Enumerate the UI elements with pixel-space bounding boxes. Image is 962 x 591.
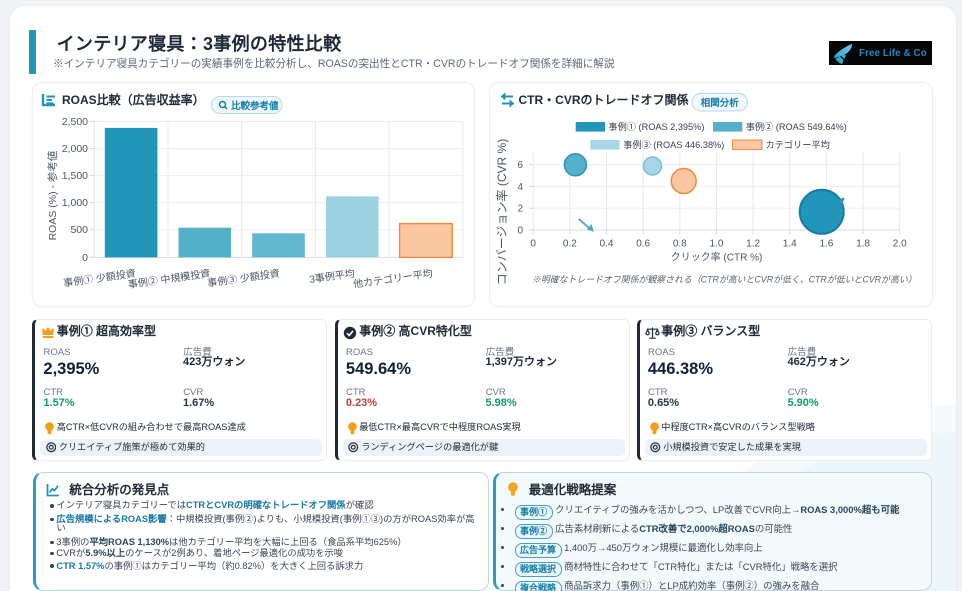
svg-text:コンバージョン率 (CVR %): コンバージョン率 (CVR %)	[495, 139, 509, 285]
svg-text:0.4: 0.4	[600, 239, 614, 250]
svg-text:事例② (ROAS 549.64%): 事例② (ROAS 549.64%)	[746, 121, 847, 132]
svg-text:比較参考値: 比較参考値	[231, 100, 279, 112]
svg-text:ROAS比較（広告収益率）: ROAS比較（広告収益率）	[62, 92, 205, 107]
svg-text:1,000: 1,000	[62, 197, 88, 209]
svg-text:1.8: 1.8	[856, 239, 870, 250]
svg-text:4: 4	[517, 182, 523, 193]
svg-text:1.0: 1.0	[709, 239, 723, 250]
svg-text:1.4: 1.4	[783, 239, 797, 250]
svg-text:クリック率 (CTR %): クリック率 (CTR %)	[671, 252, 763, 264]
svg-text:0: 0	[530, 239, 536, 250]
svg-text:事例② 中規模投資: 事例② 中規模投資	[127, 267, 211, 291]
svg-text:他カテゴリー平均: 他カテゴリー平均	[352, 267, 433, 291]
svg-text:2: 2	[517, 204, 523, 215]
svg-text:2.0: 2.0	[893, 239, 907, 250]
svg-text:カテゴリー平均: カテゴリー平均	[766, 139, 830, 150]
svg-text:事例③ (ROAS 446.38%): 事例③ (ROAS 446.38%)	[623, 139, 724, 150]
svg-text:1,500: 1,500	[62, 170, 88, 182]
svg-text:2,500: 2,500	[62, 116, 88, 128]
svg-text:500: 500	[70, 224, 88, 236]
svg-text:ROAS (%) - 参考値: ROAS (%) - 参考値	[46, 150, 59, 240]
svg-text:CTR・CVRのトレードオフ関係: CTR・CVRのトレードオフ関係	[519, 92, 690, 107]
svg-text:事例③ 少額投資: 事例③ 少額投資	[207, 267, 281, 290]
svg-text:1.6: 1.6	[819, 239, 833, 250]
svg-text:0.2: 0.2	[563, 239, 577, 250]
svg-text:事例① (ROAS 2,395%): 事例① (ROAS 2,395%)	[608, 121, 704, 132]
svg-text:0: 0	[517, 226, 523, 237]
svg-text:0: 0	[82, 252, 88, 264]
svg-text:事例① 少額投資: 事例① 少額投資	[63, 267, 137, 290]
svg-text:1.2: 1.2	[746, 239, 760, 250]
svg-text:0.8: 0.8	[673, 239, 687, 250]
svg-text:0.6: 0.6	[636, 239, 650, 250]
svg-text:相関分析: 相関分析	[701, 97, 740, 109]
svg-text:※明確なトレードオフ関係が観察される（CTRが高いとCVRが: ※明確なトレードオフ関係が観察される（CTRが高いとCVRが低く、CTRが低いと…	[532, 275, 917, 285]
svg-text:3事例平均: 3事例平均	[308, 267, 355, 286]
svg-text:6: 6	[517, 160, 523, 171]
svg-text:2,000: 2,000	[62, 143, 88, 155]
